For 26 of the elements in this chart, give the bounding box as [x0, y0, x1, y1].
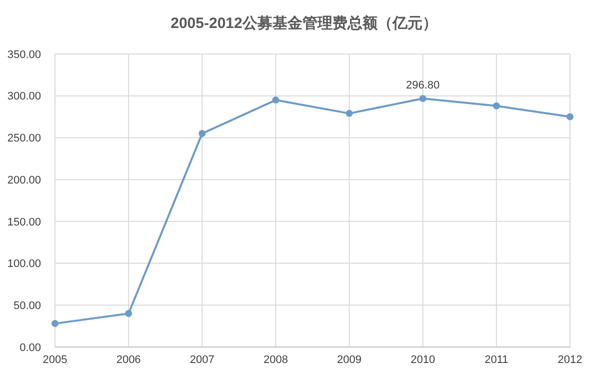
x-tick-label: 2009: [337, 354, 362, 366]
y-tick-label: 100.00: [7, 258, 41, 270]
point: [492, 102, 500, 110]
point: [272, 96, 280, 104]
y-tick-label: 350.00: [7, 48, 41, 61]
y-tick-label: 300.00: [7, 90, 41, 103]
annotation: 296.80: [406, 80, 440, 92]
chart-title: 2005-2012公募基金管理费总额（亿元）: [170, 14, 438, 32]
y-tick-label: 0.00: [20, 342, 41, 354]
x-tick-label: 2011: [484, 354, 508, 366]
x-tick-label: 2012: [558, 354, 582, 366]
point: [419, 95, 426, 102]
x-tick-label: 2008: [263, 354, 288, 366]
point: [125, 310, 132, 318]
x-tick-label: 2006: [116, 354, 141, 366]
y-tick-label: 150.00: [7, 216, 41, 228]
x-tick-label: 2010: [410, 354, 436, 366]
x-tick-label: 2005: [42, 354, 68, 366]
point: [346, 110, 353, 117]
point: [52, 320, 58, 328]
y-tick-label: 250.00: [7, 132, 41, 145]
y-tick-label: 50.00: [13, 300, 41, 312]
x-tick-label: 2007: [190, 354, 214, 366]
y-tick-label: 200.00: [7, 174, 41, 186]
point: [198, 130, 206, 138]
point: [566, 113, 574, 120]
